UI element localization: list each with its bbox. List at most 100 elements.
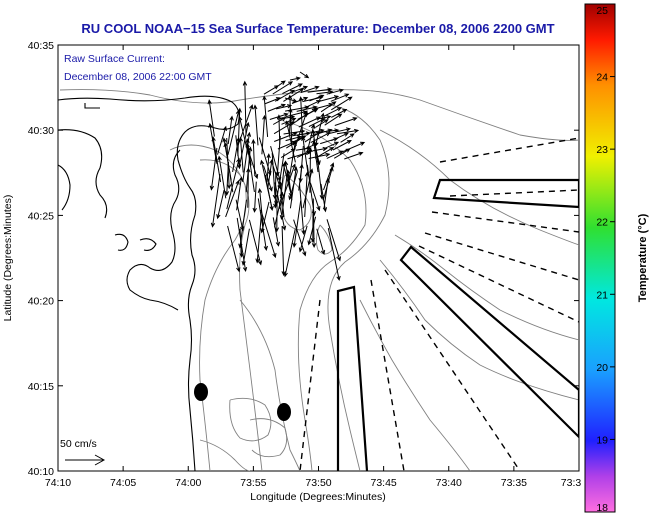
current-vector — [342, 141, 366, 153]
current-vector — [315, 119, 329, 128]
current-vector — [310, 209, 315, 243]
current-vector — [275, 104, 293, 110]
current-vector — [211, 136, 222, 183]
current-vector — [311, 128, 319, 165]
current-vector — [227, 115, 234, 145]
current-vector — [281, 117, 297, 125]
current-vector — [332, 139, 352, 151]
current-vector — [225, 179, 240, 218]
colorbar-tick-label: 20 — [596, 362, 608, 374]
surface-current-vectors — [207, 71, 366, 282]
colorbar-tick-label: 19 — [596, 434, 608, 446]
current-vector — [336, 128, 360, 135]
current-vector — [320, 101, 337, 113]
x-axis-ticks: 74:10 74:05 74:00 73:55 73:50 73:45 73:40 73:35… — [45, 45, 582, 489]
current-vector — [226, 157, 241, 210]
current-vector — [285, 120, 296, 163]
current-vector — [327, 227, 341, 282]
current-vector — [239, 228, 244, 258]
current-vector — [328, 127, 352, 135]
current-vector — [282, 83, 303, 95]
y-axis-label: Latitude (Degrees:Minutes) — [2, 195, 14, 322]
current-vector — [258, 137, 272, 176]
y-tick-label: 40:15 — [28, 381, 54, 393]
raw-current-label: Raw Surface Current: — [64, 53, 165, 65]
x-tick-label: 74:10 — [45, 477, 71, 489]
current-vector — [331, 132, 349, 142]
x-tick-label: 73:35 — [501, 477, 527, 489]
current-vector — [274, 191, 284, 228]
current-vector — [251, 138, 256, 175]
current-vector — [272, 217, 281, 247]
current-vector — [326, 88, 345, 95]
current-vector — [312, 140, 319, 173]
coastline — [58, 95, 240, 471]
colorbar-label: Temperature (°C) — [637, 213, 649, 302]
current-vector — [283, 228, 296, 278]
current-vector — [281, 225, 286, 277]
y-tick-label: 40:35 — [28, 40, 54, 52]
current-vector — [318, 95, 340, 103]
current-vector — [283, 88, 305, 102]
current-vector — [278, 180, 285, 217]
station-dot — [277, 403, 291, 421]
current-vector — [238, 136, 244, 173]
current-vector — [309, 182, 321, 212]
current-vector — [298, 96, 304, 136]
x-axis-label: Longitude (Degrees:Minutes) — [250, 491, 385, 503]
colorbar-tick-label: 25 — [596, 5, 608, 17]
current-vector — [253, 104, 259, 146]
x-tick-label: 73:40 — [436, 477, 462, 489]
current-vector — [326, 150, 344, 159]
current-vector — [242, 131, 252, 183]
current-vector — [257, 198, 268, 251]
y-tick-label: 40:25 — [28, 210, 54, 222]
current-vector — [257, 187, 264, 227]
current-vector — [236, 176, 244, 211]
colorbar-ticks: 18 19 20 21 22 23 24 25 — [596, 3, 615, 514]
current-vector — [260, 209, 277, 259]
x-tick-label: 73:50 — [305, 477, 331, 489]
y-tick-label: 40:10 — [28, 466, 54, 478]
current-vector — [224, 161, 230, 197]
radar-beam-outlines — [336, 178, 579, 471]
current-vector — [274, 132, 298, 142]
current-vector — [300, 85, 320, 94]
map-layers — [58, 71, 579, 471]
colorbar-tick-label: 24 — [596, 72, 608, 84]
current-vector — [326, 219, 341, 262]
current-vector — [299, 183, 306, 236]
current-vector — [241, 228, 250, 266]
current-vector — [287, 140, 297, 184]
current-vector — [262, 95, 269, 137]
current-vector — [279, 173, 288, 221]
current-vector — [252, 181, 257, 213]
x-tick-label: 73:3 — [561, 477, 582, 489]
current-vector — [289, 76, 301, 81]
current-vector — [260, 201, 270, 234]
current-vector — [272, 81, 294, 95]
current-vector — [289, 166, 298, 209]
current-vector — [284, 97, 298, 103]
current-vector — [334, 117, 358, 126]
current-vector — [292, 200, 302, 248]
current-vector — [324, 113, 343, 126]
current-vector — [267, 158, 274, 190]
current-vector — [207, 99, 215, 137]
colorbar-tick-label: 22 — [596, 217, 608, 229]
colorbar-tick-label: 21 — [596, 289, 608, 301]
raw-current-datetime: December 08, 2006 22:00 GMT — [64, 71, 212, 83]
current-vector — [246, 167, 251, 208]
current-vector — [309, 94, 325, 102]
current-vector — [274, 89, 295, 102]
current-vector — [273, 173, 278, 209]
current-vector — [267, 103, 286, 112]
current-vector — [299, 71, 310, 79]
y-tick-label: 40:30 — [28, 125, 54, 137]
current-vector — [293, 219, 307, 257]
x-tick-label: 74:05 — [110, 477, 136, 489]
figure-title: RU COOL NOAA−15 Sea Surface Temperature:… — [81, 21, 554, 36]
station-dot — [194, 383, 208, 401]
current-vector — [304, 171, 310, 218]
current-vector — [340, 133, 355, 143]
